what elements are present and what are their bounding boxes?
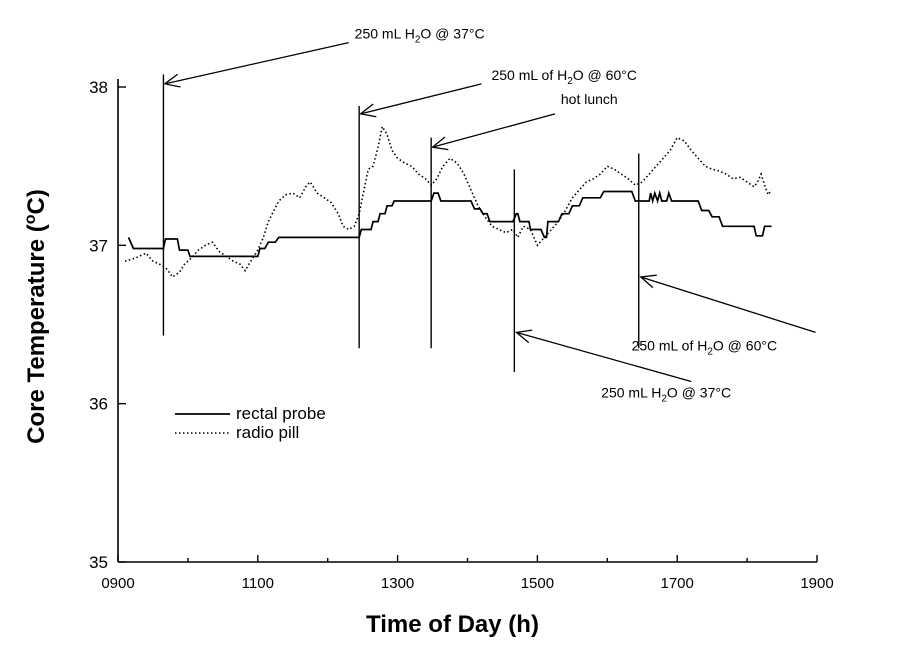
annotation-arrow-4 [516, 331, 692, 383]
x-tick-label: 1100 [242, 575, 274, 592]
legend-label-rectal-probe: rectal probe [236, 404, 326, 423]
legend-label-radio-pill: radio pill [236, 423, 299, 442]
y-tick-label: 38 [89, 78, 108, 97]
annotation-label-5: 250 mL of H2O @ 60°C [632, 337, 777, 357]
series-line-radio-pill [124, 124, 773, 279]
annotation-arrowhead-5 [639, 274, 657, 289]
annotation-arrow-3 [432, 113, 556, 148]
x-axis-title: Time of Day (h) [366, 611, 539, 638]
event-markers-layer [162, 74, 640, 372]
annotation-arrow-1 [164, 42, 349, 85]
annotation-label-4: 250 mL H2O @ 37°C [601, 385, 731, 405]
x-tick-label: 0900 [101, 575, 134, 592]
x-tick-label: 1500 [521, 575, 554, 592]
y-axis-title: Core Temperature (oC) [22, 189, 50, 444]
axes-layer: 0900 1100 1300 1500 1700 1900 35 36 37 38 Time of … [22, 78, 834, 638]
annotation-arrowhead-4 [514, 329, 533, 344]
annotation-label-1: 250 mL H2O @ 37°C [355, 26, 485, 46]
annotation-label-2: 250 mL of H2O @ 60°C [491, 67, 636, 87]
y-tick-label: 37 [89, 236, 108, 255]
annotation-arrow-2 [360, 83, 482, 115]
annotation-label-3: hot lunch [561, 91, 618, 107]
series-layer [124, 124, 773, 279]
annotations-layer: 250 mL H2O @ 37°C 250 mL of H2O @ 60°C hot… [163, 26, 816, 405]
x-tick-label: 1700 [661, 575, 694, 592]
x-tick-label: 1900 [800, 575, 833, 592]
series-line-rectal-probe [127, 189, 772, 258]
y-tick-label: 35 [89, 553, 108, 572]
annotation-arrowhead-3 [431, 136, 449, 151]
annotation-arrow-5 [640, 276, 816, 334]
annotation-arrowhead-2 [359, 103, 377, 118]
x-tick-label: 1300 [381, 575, 414, 592]
annotation-arrowhead-1 [163, 73, 181, 88]
y-tick-label: 36 [89, 395, 108, 414]
